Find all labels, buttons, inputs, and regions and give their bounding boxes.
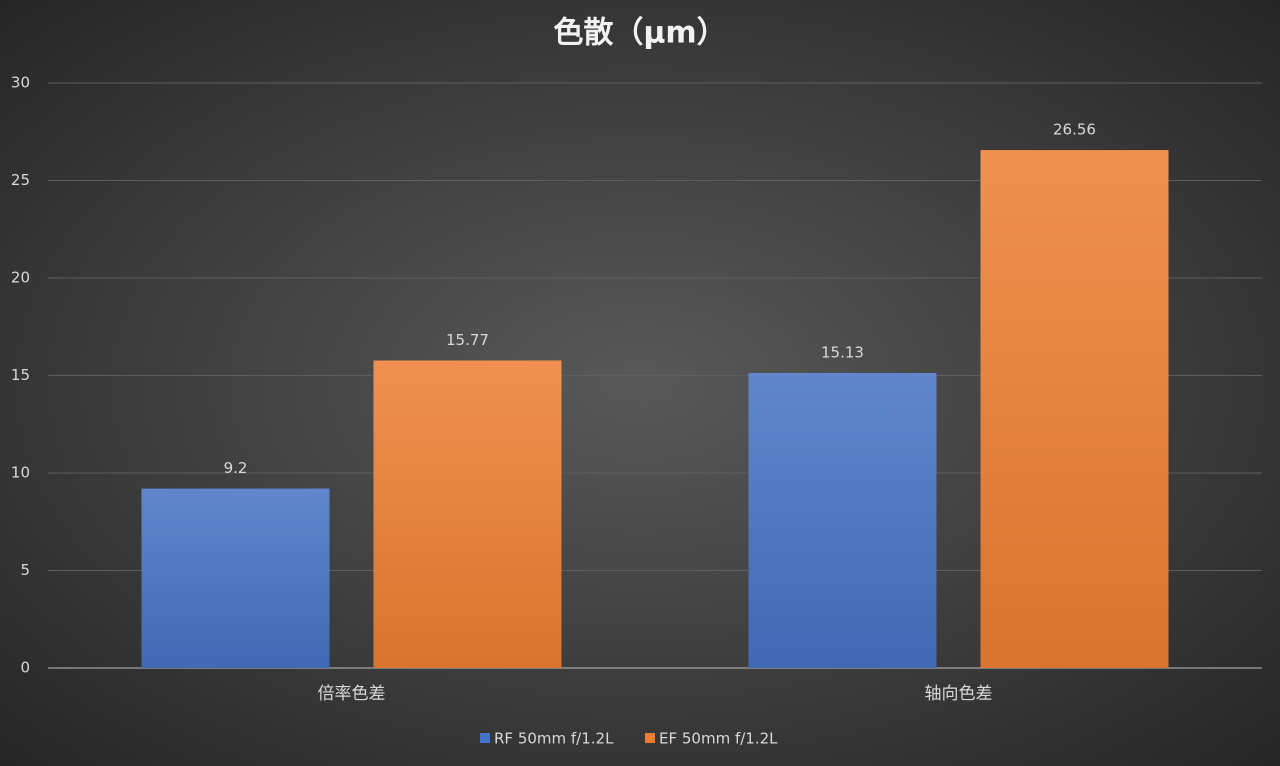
- bar: [141, 488, 330, 668]
- bar: [980, 150, 1169, 668]
- value-label: 9.2: [224, 459, 248, 477]
- bar: [748, 372, 937, 668]
- y-tick-label: 20: [11, 269, 30, 287]
- x-tick-label: 倍率色差: [318, 684, 386, 704]
- value-label: 26.56: [1053, 121, 1096, 139]
- y-tick-label: 5: [20, 561, 30, 579]
- y-tick-label: 15: [11, 366, 30, 384]
- x-tick-label: 轴向色差: [925, 684, 993, 704]
- chart-title: 色散（μm）: [553, 16, 726, 51]
- value-label: 15.13: [821, 343, 864, 361]
- y-tick-label: 30: [11, 74, 30, 92]
- legend-label: EF 50mm f/1.2L: [659, 730, 778, 748]
- bar: [373, 360, 562, 668]
- legend-label: RF 50mm f/1.2L: [494, 730, 614, 748]
- legend-swatch: [480, 733, 490, 743]
- legend-swatch: [645, 733, 655, 743]
- y-tick-label: 25: [11, 171, 30, 189]
- y-tick-label: 10: [11, 464, 30, 482]
- y-tick-label: 0: [20, 659, 30, 677]
- value-label: 15.77: [446, 331, 489, 349]
